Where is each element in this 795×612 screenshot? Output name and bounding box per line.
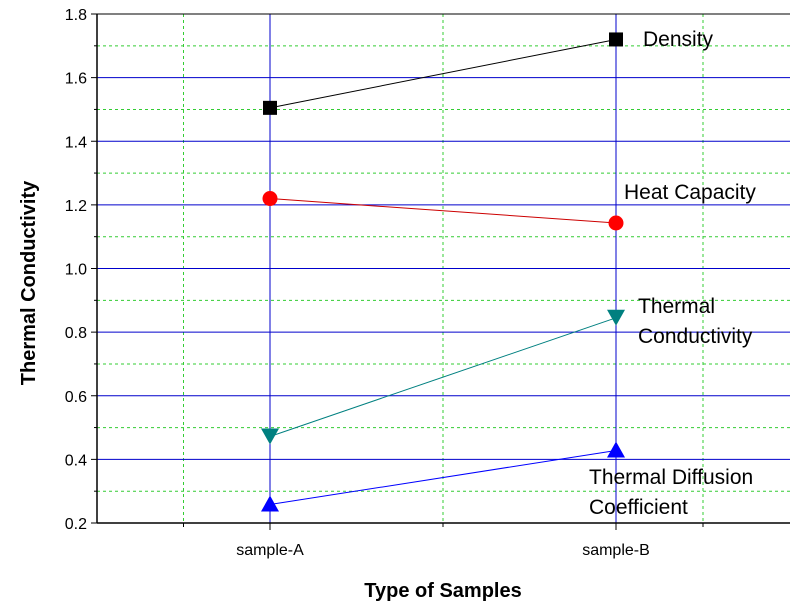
series-line [269,449,617,506]
y-tick-label: 0.6 [65,389,87,406]
series-label-line: Density [643,28,714,51]
data-point-circle [608,215,624,231]
series-thermal-diffusion-coefficient [261,441,625,512]
series-label: Thermal Diffusion Coefficient [589,466,753,519]
y-tick-label: 1.8 [65,7,87,24]
data-point-triangle-down [261,428,279,445]
y-tick-label: 1.6 [65,71,87,88]
data-point-triangle-up [607,441,625,458]
series-thermal-conductivity [261,309,625,445]
series-label-line: Conductivity [638,325,753,348]
series-line [269,38,617,109]
y-axis-title: Thermal Conductivity [18,180,40,385]
series-heat-capacity [262,191,624,231]
series-line [269,198,617,224]
data-point-square [263,100,277,115]
x-axis-title: Type of Samples [364,580,521,602]
series-density [263,32,623,115]
y-tick-label: 1.0 [65,262,87,279]
series-layer [261,32,625,512]
data-point-triangle-up [261,495,279,512]
axes: 0.2 0.4 0.6 0.8 1.0 1.2 1.4 1.6 1.8 sample-A sampl… [65,7,790,559]
series-label-line: Heat Capacity [624,181,756,204]
series-label: Thermal Conductivity [638,295,753,348]
series-label-line: Thermal Diffusion [589,466,753,489]
y-tick-label: 1.2 [65,198,87,215]
data-point-square [609,32,623,47]
series-label-line: Coefficient [589,496,688,519]
series-label-line: Thermal [638,295,715,318]
data-point-triangle-down [607,309,625,326]
series-line [269,317,617,437]
data-point-circle [262,191,278,207]
y-tick-label: 0.4 [65,452,87,469]
y-tick-label: 0.2 [65,516,87,533]
series-label: Heat Capacity [624,181,756,204]
y-tick-label: 1.4 [65,134,87,151]
x-tick-label: sample-A [236,542,304,559]
grid [97,14,790,523]
series-label: Density [643,28,714,51]
y-tick-label: 0.8 [65,325,87,342]
x-tick-label: sample-B [582,542,650,559]
